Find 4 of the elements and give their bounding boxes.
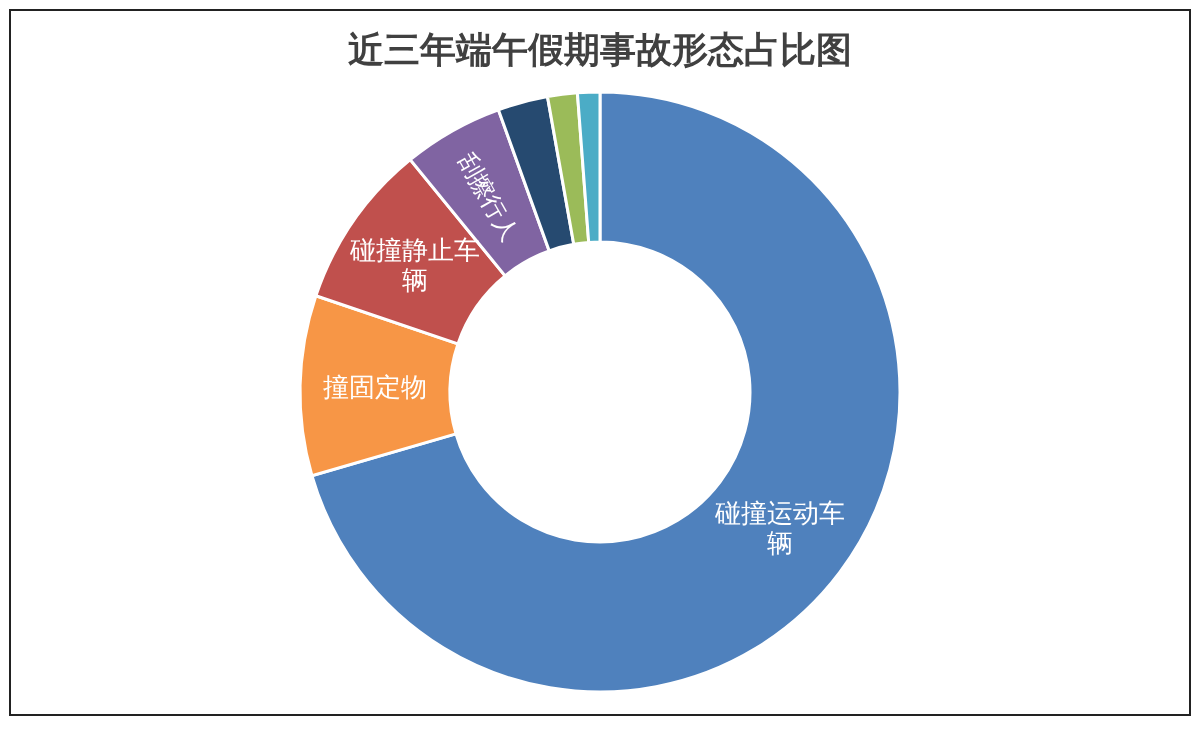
chart-title: 近三年端午假期事故形态占比图 [348,29,852,70]
slice-label: 碰撞运动车辆 [713,498,845,559]
slice-label: 撞固定物 [323,372,428,403]
slice-label: 碰撞静止车辆 [349,234,481,295]
